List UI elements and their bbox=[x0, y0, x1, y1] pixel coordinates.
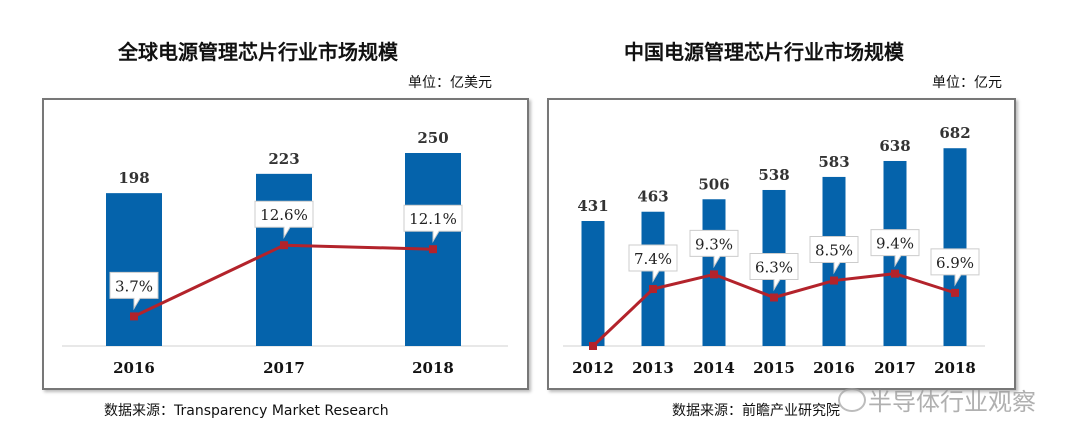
bar bbox=[943, 148, 967, 346]
growth-label: 3.7% bbox=[115, 277, 153, 295]
chart1-title: 全球电源管理芯片行业市场规模 bbox=[118, 40, 398, 64]
growth-marker bbox=[649, 285, 657, 294]
growth-callout bbox=[254, 200, 314, 240]
growth-marker bbox=[830, 276, 838, 285]
growth-label: 9.4% bbox=[876, 235, 914, 253]
bar-value-label: 583 bbox=[818, 153, 849, 171]
growth-label: 7.4% bbox=[634, 250, 672, 268]
x-tick-label: 2018 bbox=[934, 359, 976, 377]
growth-marker bbox=[951, 288, 959, 297]
growth-label: 12.1% bbox=[409, 210, 457, 228]
bar-value-label: 250 bbox=[417, 129, 448, 147]
growth-marker bbox=[589, 342, 597, 350]
watermark: 半导体行业观察 bbox=[868, 388, 1036, 416]
bar-value-label: 682 bbox=[939, 124, 970, 142]
bar-value-label: 506 bbox=[698, 175, 729, 193]
x-tick-label: 2017 bbox=[263, 359, 305, 377]
growth-marker bbox=[770, 293, 778, 302]
x-tick-label: 2017 bbox=[874, 359, 916, 377]
growth-marker bbox=[710, 270, 718, 279]
bar-value-label: 223 bbox=[268, 150, 299, 168]
growth-callout bbox=[689, 229, 739, 269]
growth-callout bbox=[930, 248, 980, 287]
growth-marker bbox=[280, 241, 288, 250]
bar-value-label: 431 bbox=[577, 197, 608, 215]
x-tick-label: 2014 bbox=[693, 359, 735, 377]
chart1-unit: 单位：亿美元 bbox=[408, 75, 492, 91]
growth-callout bbox=[749, 252, 799, 292]
growth-label: 9.3% bbox=[695, 235, 733, 253]
bar bbox=[581, 221, 605, 346]
chart2-title: 中国电源管理芯片行业市场规模 bbox=[624, 40, 904, 64]
chart2-source: 数据来源：前瞻产业研究院 bbox=[672, 403, 840, 419]
growth-callout bbox=[403, 204, 463, 244]
bar-value-label: 198 bbox=[118, 169, 149, 187]
growth-callout bbox=[109, 271, 159, 311]
growth-label: 6.3% bbox=[755, 258, 793, 276]
wechat-icon bbox=[838, 388, 866, 412]
x-tick-label: 2013 bbox=[632, 359, 674, 377]
x-tick-label: 2016 bbox=[113, 359, 155, 377]
x-tick-label: 2015 bbox=[753, 359, 795, 377]
growth-marker bbox=[429, 245, 437, 254]
x-tick-label: 2018 bbox=[412, 359, 454, 377]
x-tick-label: 2012 bbox=[572, 359, 614, 377]
growth-callout bbox=[870, 229, 920, 268]
growth-marker bbox=[891, 269, 899, 278]
x-tick-label: 2016 bbox=[813, 359, 855, 377]
growth-label: 6.9% bbox=[936, 254, 974, 272]
growth-label: 8.5% bbox=[815, 242, 853, 260]
chart2-unit: 单位：亿元 bbox=[932, 75, 1002, 91]
bar-value-label: 638 bbox=[879, 137, 910, 155]
bar bbox=[256, 173, 312, 346]
growth-marker bbox=[130, 312, 138, 321]
growth-label: 12.6% bbox=[260, 206, 308, 224]
bar-value-label: 538 bbox=[758, 166, 789, 184]
growth-callout bbox=[628, 244, 678, 283]
bar-value-label: 463 bbox=[637, 188, 668, 206]
growth-callout bbox=[809, 236, 859, 275]
chart1-source: 数据来源：Transparency Market Research bbox=[104, 403, 389, 419]
bar bbox=[106, 193, 162, 346]
